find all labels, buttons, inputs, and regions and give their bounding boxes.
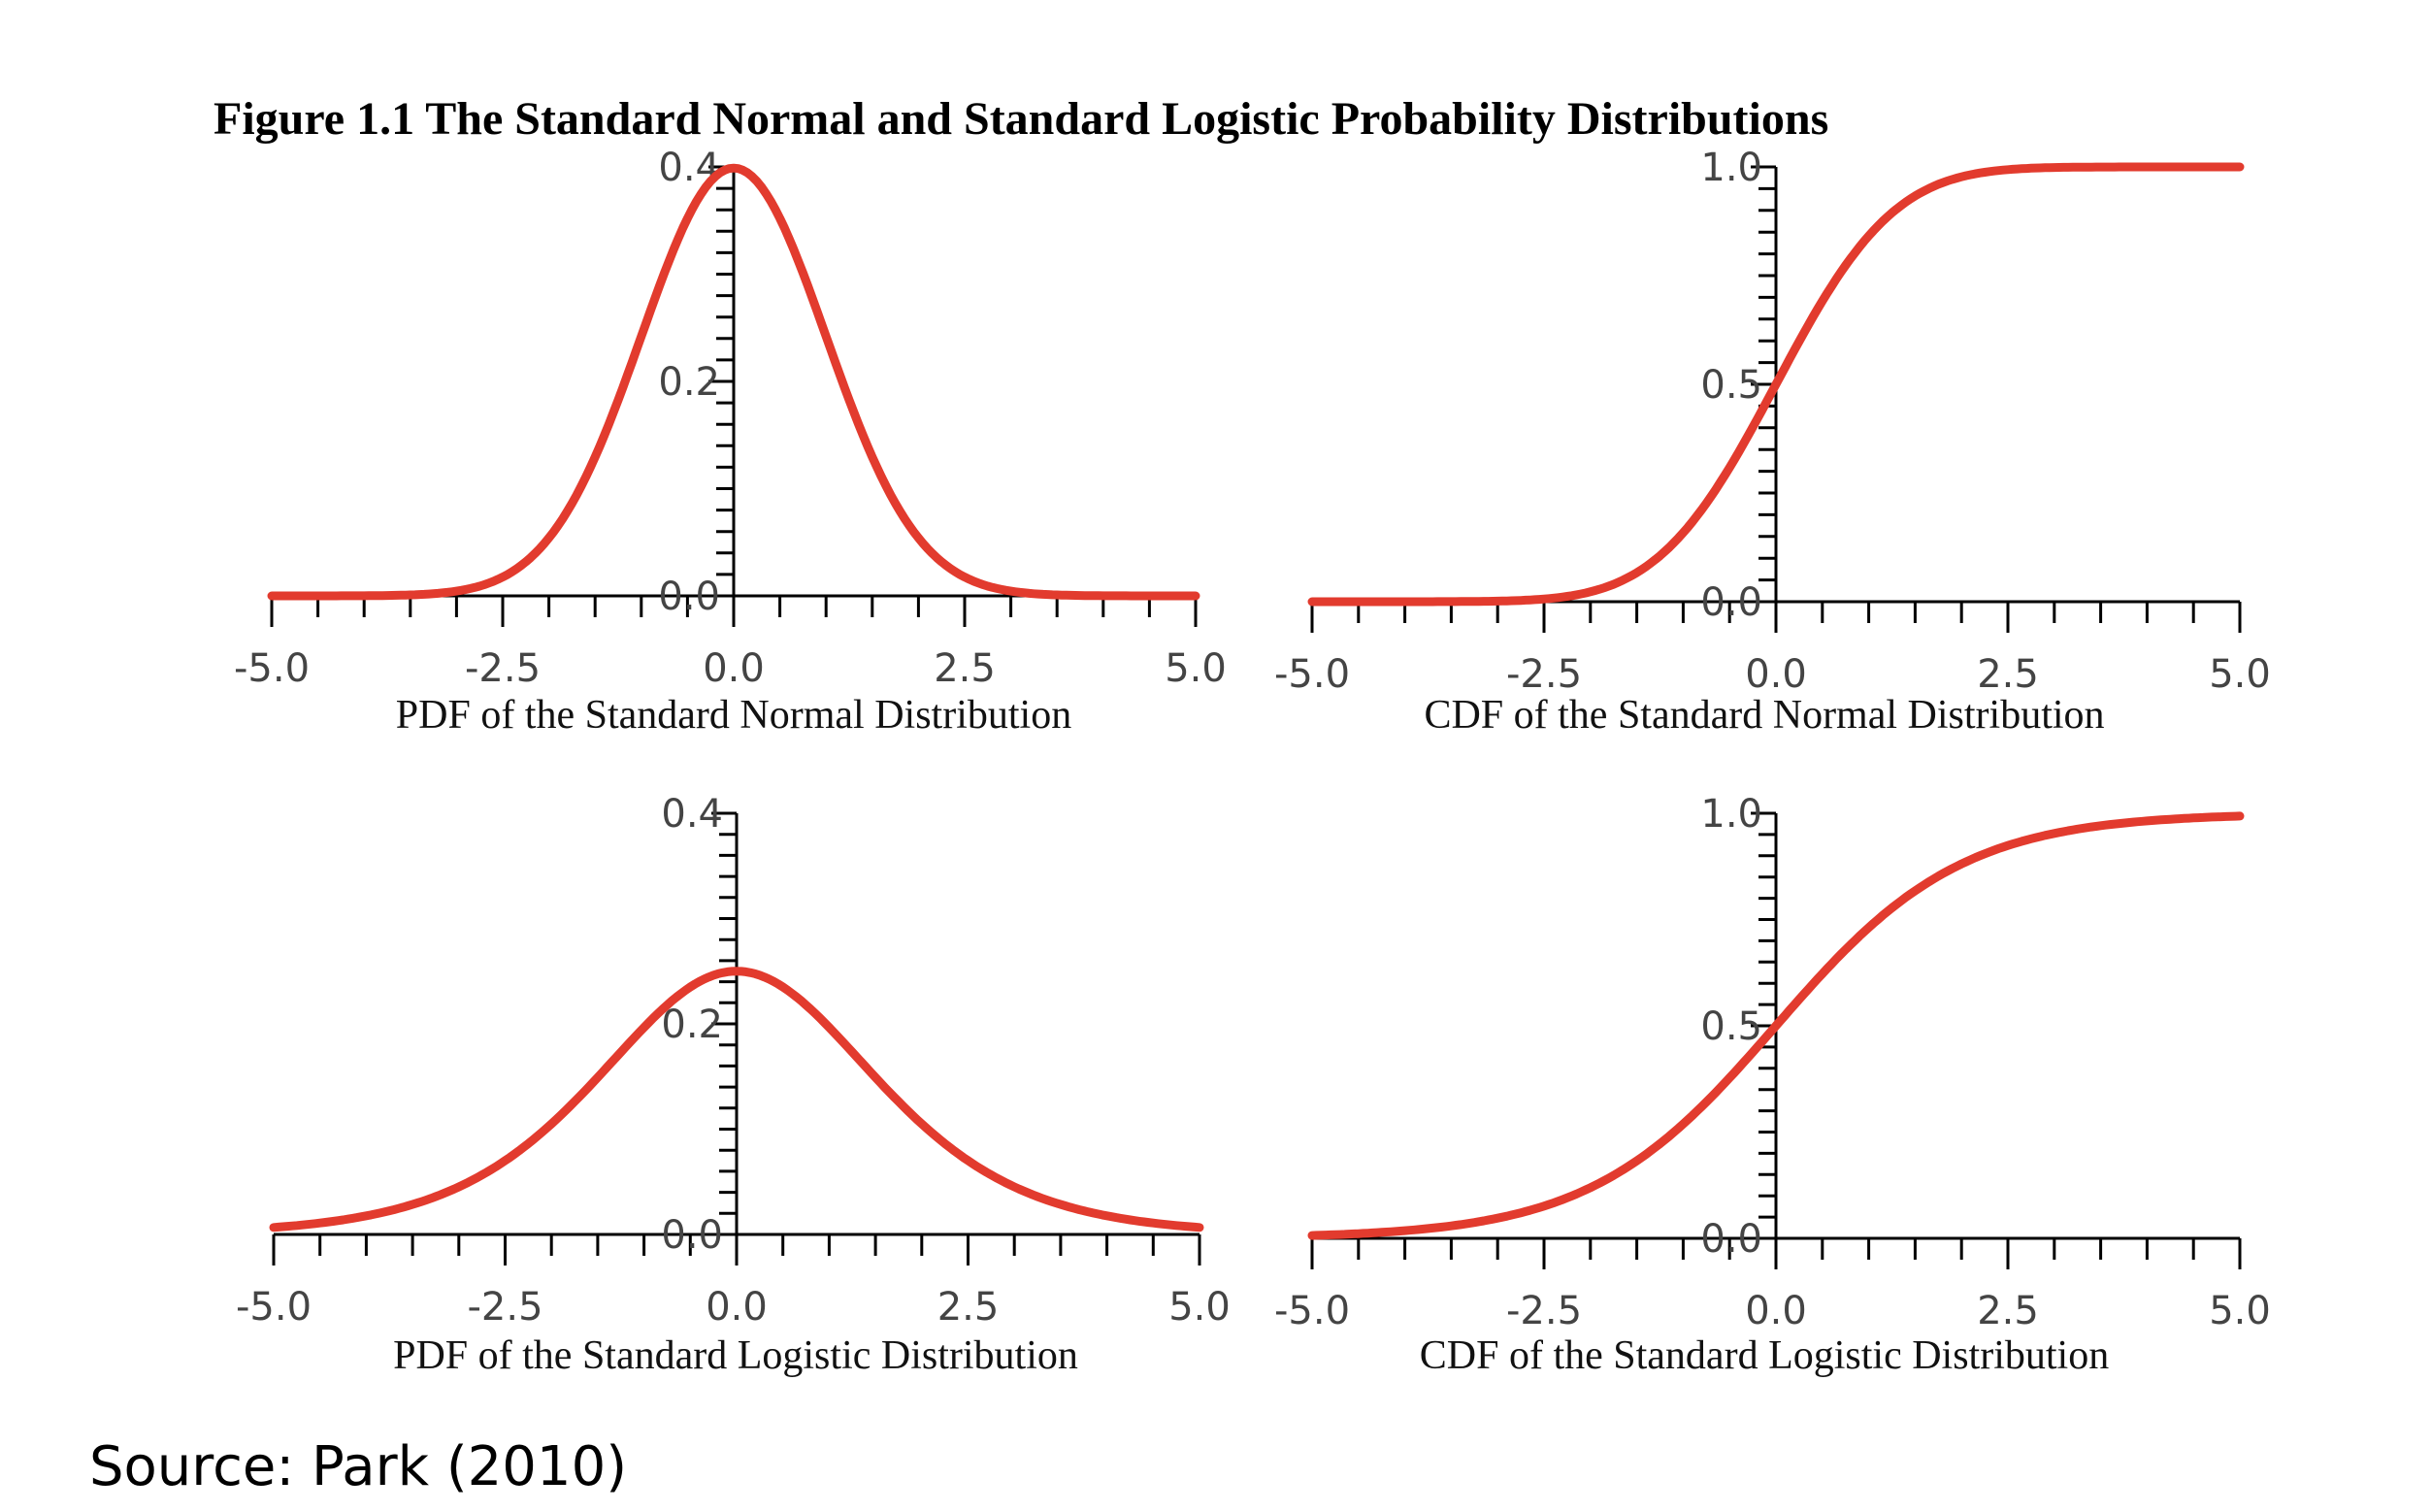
panel-logistic-pdf: -5.0 -2.5 0.0 2.5 5.0 0.0 0.2 0.4 PDF of the Sta… [236, 792, 1231, 1378]
y-tick-label: 1.0 [1700, 146, 1762, 190]
panel-caption: PDF of the Standard Normal Distribution [396, 693, 1071, 738]
x-tick-label: 2.5 [934, 646, 996, 691]
x-tick-label: -5.0 [236, 1285, 312, 1330]
x-tick-label: 0.0 [703, 646, 765, 691]
x-tick-label: 5.0 [2209, 1289, 2271, 1333]
source-note: Source: Park (2010) [89, 1435, 627, 1498]
x-tick-label: 5.0 [1165, 646, 1227, 691]
panel-normal-cdf: -5.0 -2.5 0.0 2.5 5.0 0.0 0.5 1.0 CDF of the Sta… [1274, 146, 2271, 738]
series-line-logistic-pdf [269, 967, 1204, 1233]
y-tick-label: 0.2 [658, 360, 720, 405]
panel-caption: PDF of the Standard Logistic Distributio… [393, 1333, 1078, 1378]
x-tick-label: -2.5 [1506, 652, 1582, 697]
x-tick-label: -5.0 [1274, 1289, 1350, 1333]
y-tick-label: 0.0 [658, 575, 720, 619]
y-tick-label: 0.4 [661, 792, 723, 837]
x-tick-label: 2.5 [1977, 652, 2039, 697]
y-tick-label: 0.5 [1700, 363, 1762, 408]
x-tick-label: 0.0 [1745, 652, 1807, 697]
series-line-logistic-cdf [1307, 811, 2245, 1240]
x-tick-label: -2.5 [465, 646, 541, 691]
x-tick-label: 5.0 [2209, 652, 2271, 697]
series-line-normal-pdf [267, 163, 1200, 601]
y-tick-label: 0.5 [1700, 1004, 1762, 1049]
panel-caption: CDF of the Standard Logistic Distributio… [1420, 1333, 2109, 1378]
y-tick-label: 0.0 [1700, 1217, 1762, 1262]
y-tick-label: 0.2 [661, 1003, 723, 1047]
x-tick-label: -5.0 [234, 646, 310, 691]
y-tick-label: 1.0 [1700, 792, 1762, 837]
x-tick-label: -5.0 [1274, 652, 1350, 697]
x-tick-label: 2.5 [1977, 1289, 2039, 1333]
series-line-normal-cdf [1307, 162, 2245, 607]
panel-caption: CDF of the Standard Normal Distribution [1424, 693, 2104, 738]
panel-logistic-cdf: -5.0 -2.5 0.0 2.5 5.0 0.0 0.5 1.0 CDF of the Sta… [1274, 792, 2271, 1378]
x-tick-label: 0.0 [1745, 1289, 1807, 1333]
x-tick-label: -2.5 [1506, 1289, 1582, 1333]
x-tick-label: 0.0 [706, 1285, 768, 1330]
y-tick-label: 0.0 [1700, 580, 1762, 625]
x-tick-label: 2.5 [937, 1285, 1000, 1330]
figure-title: Figure 1.1 The Standard Normal and Stand… [214, 93, 1828, 145]
y-tick-label: 0.0 [661, 1213, 723, 1258]
x-tick-label: 5.0 [1168, 1285, 1231, 1330]
x-tick-label: -2.5 [467, 1285, 542, 1330]
